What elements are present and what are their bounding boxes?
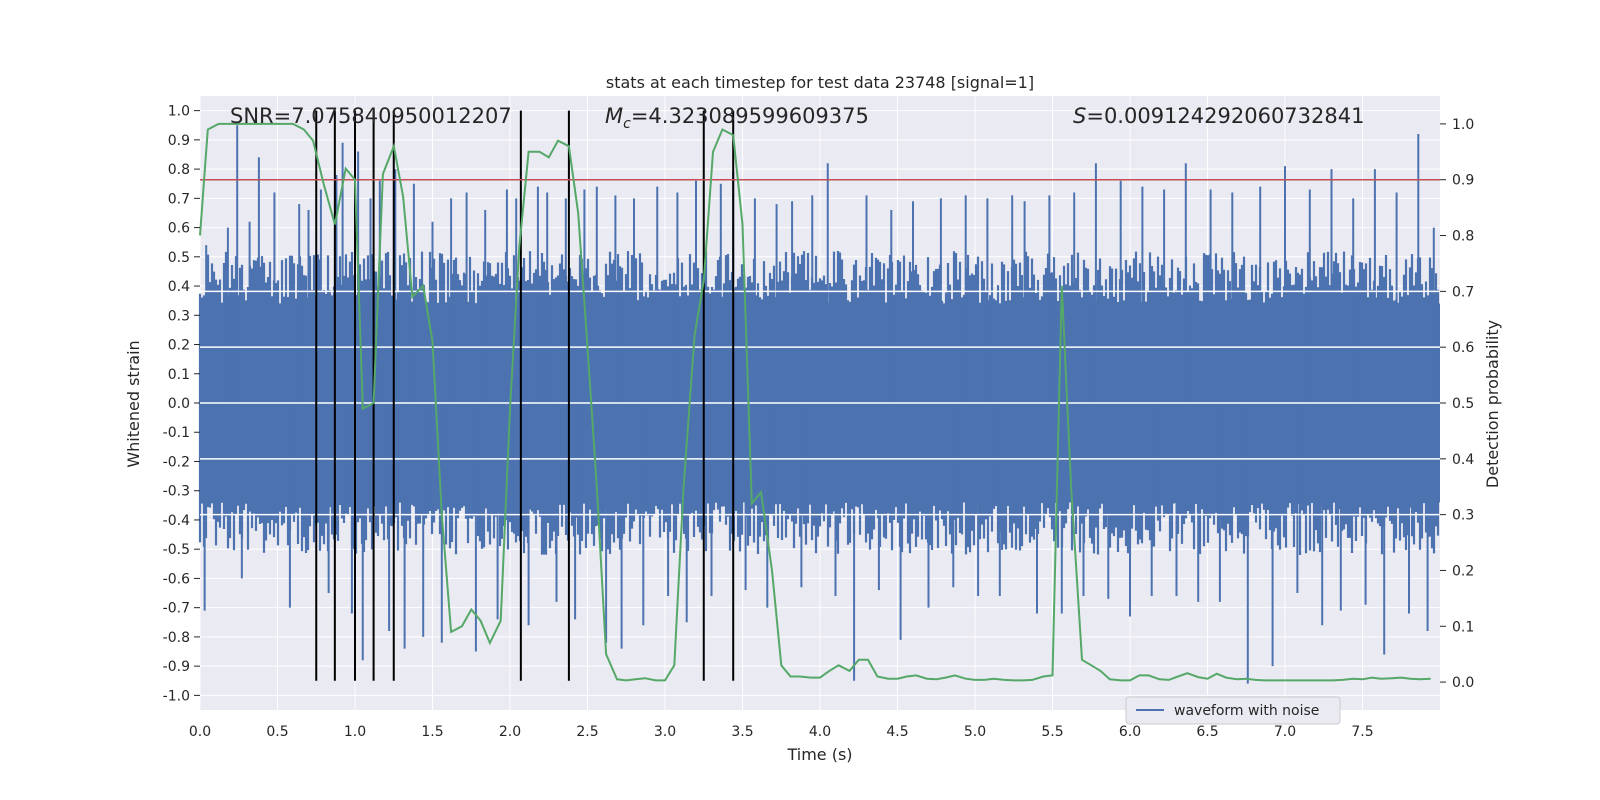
y-tick-label: -0.2 xyxy=(163,454,190,470)
right-y-tick-label: 0.1 xyxy=(1452,619,1474,635)
x-tick-label: 4.5 xyxy=(886,724,908,740)
right-y-axis-label: Detection probability xyxy=(1483,320,1502,488)
x-tick-label: 7.5 xyxy=(1351,724,1373,740)
chirp-mass-annotation: Mc=4.323089599609375 xyxy=(605,104,869,132)
y-tick-label: -0.4 xyxy=(163,513,190,529)
x-tick-label: 6.0 xyxy=(1119,724,1141,740)
probability-line xyxy=(199,122,1431,682)
x-tick-label: 1.5 xyxy=(421,724,443,740)
mc-symbol: M xyxy=(605,104,623,128)
x-axis-ticks: 0.0 0.5 1.0 1.5 2.0 2.5 3.0 3.5 4.0 4.5 5.0 5.5 6.0 6… xyxy=(189,724,1374,740)
x-tick-label: 3.0 xyxy=(654,724,676,740)
y-tick-label: -0.5 xyxy=(163,542,190,558)
legend-box xyxy=(1125,696,1341,725)
x-tick-label: 6.5 xyxy=(1196,724,1218,740)
y-tick-label: -0.1 xyxy=(163,425,190,441)
y-tick-label: 0.2 xyxy=(168,338,190,354)
x-tick-label: 7.0 xyxy=(1274,724,1296,740)
x-tick-label: 0.5 xyxy=(266,724,288,740)
legend: waveform with noise xyxy=(1125,696,1341,725)
s-symbol: S xyxy=(1073,104,1086,128)
chart-title: stats at each timestep for test data 237… xyxy=(606,73,1034,92)
y-tick-label: -0.6 xyxy=(163,571,190,587)
x-tick-label: 2.5 xyxy=(576,724,598,740)
legend-label: waveform with noise xyxy=(1174,703,1319,719)
y-tick-label: 0.0 xyxy=(168,396,190,412)
right-y-tick-label: 0.7 xyxy=(1452,284,1474,300)
y-tick-label: 0.6 xyxy=(168,221,190,237)
y-tick-label: 0.4 xyxy=(168,279,190,295)
y-tick-label: -0.3 xyxy=(163,484,190,500)
y-tick-label: -1.0 xyxy=(163,688,190,704)
right-y-tick-label: 1.0 xyxy=(1452,117,1474,133)
y-tick-label: -0.9 xyxy=(163,659,190,675)
y-tick-label: 0.7 xyxy=(168,191,190,207)
y-tick-label: 0.8 xyxy=(168,162,190,178)
mc-value: =4.323089599609375 xyxy=(631,104,869,128)
x-axis-label: Time (s) xyxy=(786,745,852,764)
x-tick-label: 1.0 xyxy=(344,724,366,740)
right-y-tick-label: 0.9 xyxy=(1452,173,1474,189)
right-y-tick-label: 0.0 xyxy=(1452,675,1474,691)
right-y-tick-label: 0.2 xyxy=(1452,563,1474,579)
x-tick-label: 0.0 xyxy=(189,724,211,740)
snr-annotation: SNR=7.075840950012207 xyxy=(230,104,512,128)
y-tick-label: 0.1 xyxy=(168,367,190,383)
mc-subscript: c xyxy=(623,116,631,132)
right-axis-gridlines xyxy=(200,290,1440,516)
waveform-series xyxy=(198,125,1440,684)
y-tick-label: 0.3 xyxy=(168,308,190,324)
s-value: =0.009124292060732841 xyxy=(1086,104,1364,128)
x-tick-label: 4.0 xyxy=(809,724,831,740)
probability-series xyxy=(199,122,1431,682)
right-y-axis-ticks: 1.0 0.9 0.8 0.7 0.6 0.5 0.4 0.3 0.2 0.1 0.0 xyxy=(1440,117,1474,691)
y-tick-label: -0.7 xyxy=(163,601,190,617)
y-tick-label: 0.9 xyxy=(168,133,190,149)
s-annotation: S=0.009124292060732841 xyxy=(1073,104,1364,128)
y-tick-label: -0.8 xyxy=(163,630,190,646)
x-tick-label: 2.0 xyxy=(499,724,521,740)
right-y-tick-label: 0.3 xyxy=(1452,508,1474,524)
x-tick-label: 3.5 xyxy=(731,724,753,740)
y-tick-label: 1.0 xyxy=(168,104,190,120)
right-y-tick-label: 0.5 xyxy=(1452,396,1474,412)
x-tick-label: 5.5 xyxy=(1041,724,1063,740)
right-y-tick-label: 0.6 xyxy=(1452,340,1474,356)
y-axis-ticks: 1.0 0.9 0.8 0.7 0.6 0.5 0.4 0.3 0.2 0.1 0.0 -0.1 -0.… xyxy=(163,104,200,704)
y-tick-label: 0.5 xyxy=(168,250,190,266)
y-axis-label: Whitened strain xyxy=(124,340,143,467)
right-y-tick-label: 0.4 xyxy=(1452,452,1474,468)
x-tick-label: 5.0 xyxy=(964,724,986,740)
right-y-tick-label: 0.8 xyxy=(1452,229,1474,245)
